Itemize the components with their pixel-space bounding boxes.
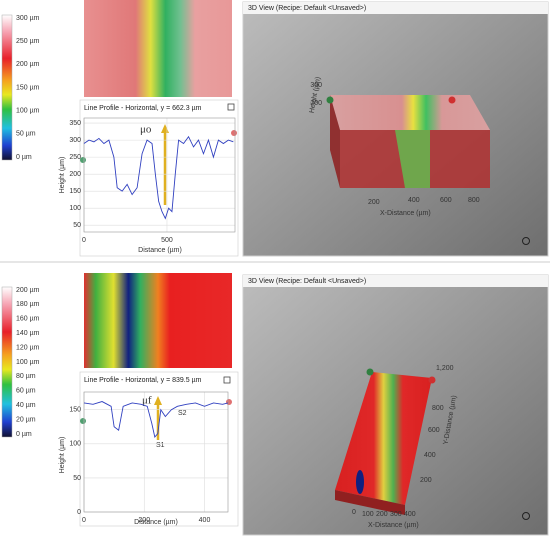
line-profile-panel (79, 371, 239, 527)
3d-x-axis-label: X-Distance (µm) (368, 522, 419, 529)
handle[interactable] (366, 368, 374, 376)
color-scale-label: 100 µm (16, 359, 40, 366)
z-tick: 300 (310, 82, 322, 89)
x-tick-label: 400 (199, 517, 211, 524)
3d-view-titlebar (243, 2, 548, 14)
handle[interactable] (80, 418, 86, 424)
color-scale-label: 80 µm (16, 373, 36, 380)
color-scale-label: 300 µm (16, 15, 40, 22)
y-tick-label: 0 (77, 509, 81, 516)
y-axis-label: Height (µm) (59, 157, 66, 194)
color-scale-label: 20 µm (16, 416, 36, 423)
info-icon[interactable] (522, 237, 530, 245)
y-tick-label: 150 (69, 188, 81, 195)
profile-line (83, 401, 229, 438)
plot-frame (83, 117, 236, 233)
3d-x-axis-label: X-Distance (µm) (380, 210, 431, 217)
profile-line (83, 135, 234, 220)
color-scale-label: 160 µm (16, 316, 40, 323)
handle[interactable] (448, 96, 456, 104)
y-tick-label: 300 (69, 137, 81, 144)
y-tick-label: 250 (69, 154, 81, 161)
height-map (84, 273, 232, 368)
3d-x-tick: 100 (362, 511, 374, 518)
3d-y-tick: 800 (432, 405, 444, 412)
line-profile-title: Line Profile - Horizontal, y = 662.3 µm (84, 105, 202, 112)
3d-y-tick: 200 (420, 477, 432, 484)
z-tick: 200 (310, 100, 322, 107)
surface-top (330, 95, 490, 130)
3d-x-tick: 300 (390, 511, 402, 518)
3d-view-title: 3D View (Recipe: Default <Unsaved>) (248, 5, 366, 12)
3d-x-tick: 0 (352, 509, 356, 516)
color-scale-label: 180 µm (16, 301, 40, 308)
color-scale-label: 120 µm (16, 344, 40, 351)
info-icon[interactable] (522, 512, 530, 520)
color-scale-label: 200 µm (16, 287, 40, 294)
surface-pit (356, 470, 364, 494)
3d-y-tick: 400 (424, 452, 436, 459)
annotation: S1 (156, 442, 165, 449)
color-scale-label: 0 µm (16, 154, 32, 161)
arrowhead (154, 396, 162, 405)
x-tick-label: 500 (161, 237, 173, 244)
y-tick-label: 350 (69, 120, 81, 127)
3d-x-tick: 200 (376, 511, 388, 518)
color-scale-label: 40 µm (16, 402, 36, 409)
expand-icon[interactable] (223, 376, 231, 384)
x-axis-label: Distance (µm) (134, 519, 178, 526)
3d-x-tick: 200 (368, 199, 380, 206)
line-profile-panel (79, 99, 239, 257)
color-scale-label: 60 µm (16, 388, 36, 395)
handle[interactable] (428, 376, 436, 384)
height-map (84, 0, 232, 97)
color-scale-label: 150 µm (16, 84, 40, 91)
x-tick-label: 0 (82, 237, 86, 244)
surface-groove (395, 130, 430, 188)
annotation: μo (140, 124, 152, 136)
expand-icon[interactable] (227, 103, 235, 111)
annotation: μf (142, 395, 152, 407)
color-scale-bar (1, 286, 13, 438)
3d-x-tick: 800 (468, 197, 480, 204)
handle[interactable] (226, 399, 232, 405)
color-scale-label: 200 µm (16, 61, 40, 68)
x-tick-label: 0 (82, 517, 86, 524)
y-tick-label: 100 (69, 205, 81, 212)
handle[interactable] (231, 130, 237, 136)
line-profile-title: Line Profile - Horizontal, y = 839.5 µm (84, 377, 202, 384)
3d-view-titlebar (243, 275, 548, 287)
handle[interactable] (326, 96, 334, 104)
color-scale-label: 140 µm (16, 330, 40, 337)
y-tick-label: 50 (73, 475, 81, 482)
handle[interactable] (80, 157, 86, 163)
y-axis-label: Height (µm) (59, 437, 66, 474)
plot-frame (83, 391, 229, 513)
color-scale-label: 250 µm (16, 38, 40, 45)
color-scale-label: 50 µm (16, 131, 36, 138)
surface-side (330, 95, 340, 188)
color-scale-label: 0 µm (16, 431, 32, 438)
color-scale-label: 100 µm (16, 108, 40, 115)
3d-x-tick: 400 (408, 197, 420, 204)
y-tick-label: 100 (69, 441, 81, 448)
3d-x-tick: 600 (440, 197, 452, 204)
surface-front (335, 490, 405, 515)
3d-y-tick: 600 (428, 427, 440, 434)
y-tick-label: 200 (69, 171, 81, 178)
annotation: S2 (178, 410, 187, 417)
y-tick-label: 50 (73, 222, 81, 229)
3d-y-tick: 1,200 (436, 365, 454, 372)
3d-x-tick: 400 (404, 511, 416, 518)
y-tick-label: 150 (69, 407, 81, 414)
3d-view-title: 3D View (Recipe: Default <Unsaved>) (248, 278, 366, 285)
color-scale-bar (1, 14, 13, 161)
x-tick-label: 200 (138, 517, 150, 524)
x-axis-label: Distance (µm) (138, 247, 182, 254)
